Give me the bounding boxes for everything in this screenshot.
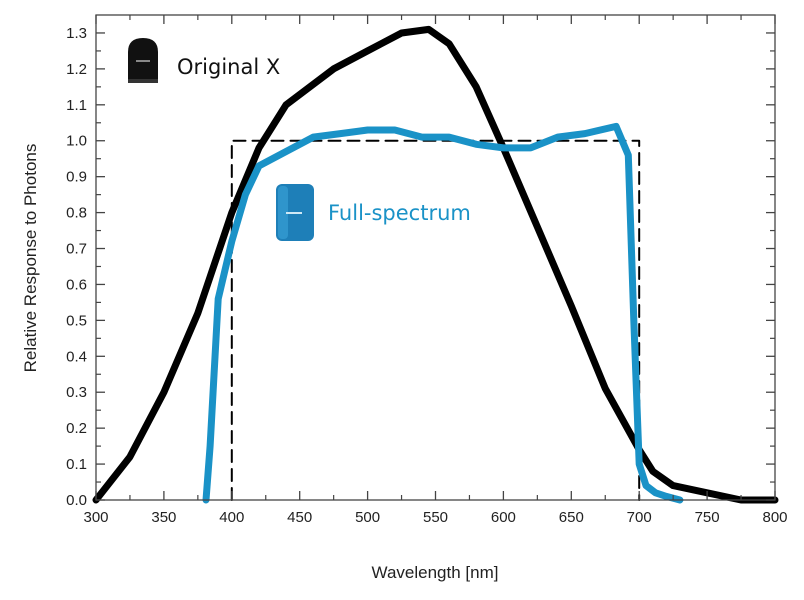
plot-frame xyxy=(95,14,776,501)
blue-sensor-icon xyxy=(276,184,314,241)
x-tick-label: 350 xyxy=(151,509,176,526)
y-tick-label: 0.4 xyxy=(66,348,87,365)
y-tick-label: 0.5 xyxy=(66,312,87,329)
x-tick-label: 800 xyxy=(762,509,787,526)
x-tick-label: 750 xyxy=(695,509,720,526)
y-tick-label: 0.9 xyxy=(66,169,87,186)
y-tick-label: 0.0 xyxy=(66,492,87,509)
series-line-full-spectrum xyxy=(202,122,684,504)
y-tick-label: 1.1 xyxy=(66,97,87,114)
legend-label-original-x: Original X xyxy=(177,55,280,79)
black-sensor-icon xyxy=(128,38,158,83)
y-tick-label: 0.7 xyxy=(66,241,87,258)
x-tick-label: 600 xyxy=(491,509,516,526)
y-tick-label: 1.3 xyxy=(66,25,87,42)
y-tick-label: 1.2 xyxy=(66,61,87,78)
y-tick-label: 0.3 xyxy=(66,384,87,401)
y-tick-label: 0.1 xyxy=(66,456,87,473)
x-tick-label: 450 xyxy=(287,509,312,526)
x-tick-label: 700 xyxy=(627,509,652,526)
series-line-ideal-response xyxy=(230,139,641,501)
x-tick-label: 300 xyxy=(83,509,108,526)
legend-label-full-spectrum: Full-spectrum xyxy=(328,201,471,225)
y-tick-label: 0.8 xyxy=(66,205,87,222)
y-tick-label: 1.0 xyxy=(66,133,87,150)
x-tick-label: 650 xyxy=(559,509,584,526)
x-axis-title: Wavelength [nm] xyxy=(372,563,499,582)
y-axis-title: Relative Response to Photons xyxy=(21,144,40,373)
x-tick-label: 500 xyxy=(355,509,380,526)
y-tick-label: 0.2 xyxy=(66,420,87,437)
y-tick-label: 0.6 xyxy=(66,276,87,293)
x-tick-label: 400 xyxy=(219,509,244,526)
x-tick-label: 550 xyxy=(423,509,448,526)
series-line-original-x xyxy=(92,25,779,504)
